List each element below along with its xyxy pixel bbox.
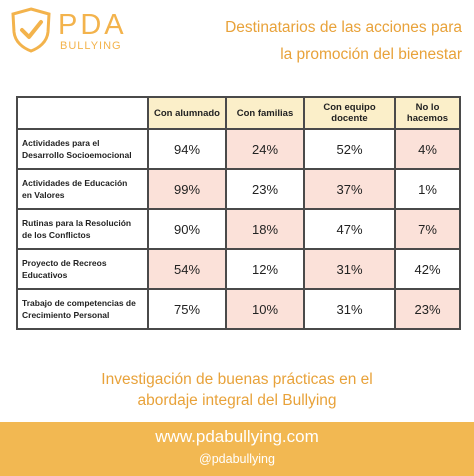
page-title-line-1: Destinatarios de las acciones para <box>225 19 462 36</box>
table-cell: 52% <box>303 128 396 170</box>
column-header: No lo hacemos <box>394 96 461 130</box>
table-cell: 4% <box>394 128 461 170</box>
table-row: Trabajo de competencias de Crecimiento P… <box>16 288 461 330</box>
table-cell: 10% <box>225 288 305 330</box>
table-row: Rutinas para la Resolución de los Confli… <box>16 208 461 250</box>
table-header-row: Con alumnado Con familias Con equipo doc… <box>16 96 461 130</box>
row-label-line: Educativos <box>22 270 68 280</box>
study-subtitle-line-2: abordaje integral del Bullying <box>137 392 337 409</box>
table-cell: 12% <box>225 248 305 290</box>
table-cell: 90% <box>147 208 227 250</box>
table-cell: 7% <box>394 208 461 250</box>
row-label-line: Trabajo de competencias de <box>22 298 136 308</box>
row-label-line: Actividades de Educación <box>22 178 128 188</box>
table-row: Proyecto de Recreos Educativos 54% 12% 3… <box>16 248 461 290</box>
column-header: Con equipo docente <box>303 96 396 130</box>
social-handle[interactable]: @pdabullying <box>199 452 275 466</box>
table-cell: 1% <box>394 168 461 210</box>
table-cell: 42% <box>394 248 461 290</box>
table-cell: 23% <box>225 168 305 210</box>
table-corner-cell <box>16 96 149 130</box>
row-label-line: de los Conflictos <box>22 230 91 240</box>
column-header: Con familias <box>225 96 305 130</box>
table-row: Actividades de Educación en Valores 99% … <box>16 168 461 210</box>
table-cell: 24% <box>225 128 305 170</box>
logo: PDA BULLYING <box>8 6 148 56</box>
table-cell: 37% <box>303 168 396 210</box>
table-cell: 31% <box>303 288 396 330</box>
column-header: Con alumnado <box>147 96 227 130</box>
study-subtitle: Investigación de buenas prácticas en el … <box>0 369 474 411</box>
results-table: Con alumnado Con familias Con equipo doc… <box>16 96 461 330</box>
logo-brand: PDA <box>58 9 127 41</box>
page-title: Destinatarios de las acciones para la pr… <box>162 14 462 68</box>
table-cell: 99% <box>147 168 227 210</box>
logo-subtext: BULLYING <box>60 40 122 52</box>
shield-check-icon <box>11 7 51 53</box>
row-label-line: Rutinas para la Resolución <box>22 218 132 228</box>
table-cell: 94% <box>147 128 227 170</box>
row-label: Rutinas para la Resolución de los Confli… <box>16 208 149 250</box>
table-cell: 75% <box>147 288 227 330</box>
row-label-line: Desarrollo Socioemocional <box>22 150 132 160</box>
footer-bar: www.pdabullying.com @pdabullying <box>0 422 474 476</box>
table-cell: 47% <box>303 208 396 250</box>
row-label-line: en Valores <box>22 190 65 200</box>
row-label-line: Actividades para el <box>22 138 100 148</box>
table-cell: 54% <box>147 248 227 290</box>
row-label: Actividades para el Desarrollo Socioemoc… <box>16 128 149 170</box>
study-subtitle-line-1: Investigación de buenas prácticas en el <box>101 371 373 388</box>
row-label-line: Proyecto de Recreos <box>22 258 107 268</box>
table-cell: 18% <box>225 208 305 250</box>
website-link[interactable]: www.pdabullying.com <box>155 427 319 446</box>
row-label: Proyecto de Recreos Educativos <box>16 248 149 290</box>
row-label-line: Crecimiento Personal <box>22 310 110 320</box>
row-label: Actividades de Educación en Valores <box>16 168 149 210</box>
page-title-line-2: la promoción del bienestar <box>280 46 462 63</box>
table-cell: 23% <box>394 288 461 330</box>
row-label: Trabajo de competencias de Crecimiento P… <box>16 288 149 330</box>
table-row: Actividades para el Desarrollo Socioemoc… <box>16 128 461 170</box>
table-cell: 31% <box>303 248 396 290</box>
